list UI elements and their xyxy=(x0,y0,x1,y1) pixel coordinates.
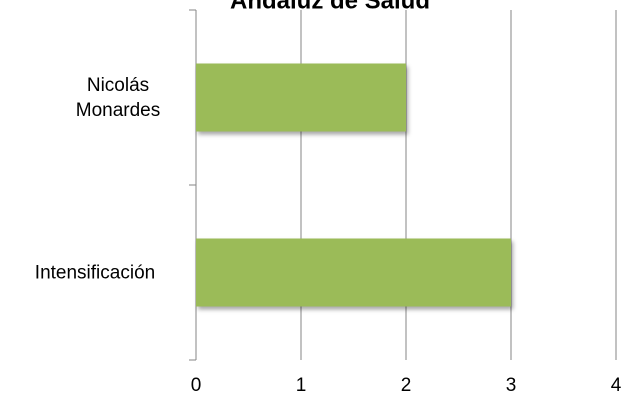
x-tick-label: 3 xyxy=(506,375,517,396)
bar xyxy=(196,63,406,132)
y-tick-label: Nicolás Monardes xyxy=(75,74,161,121)
chart-title: Andaluz de Salud xyxy=(230,0,430,14)
x-tick-label: 0 xyxy=(191,375,202,396)
bar xyxy=(196,238,511,307)
x-tick-label: 4 xyxy=(611,375,622,396)
y-tick-label: Intensificación xyxy=(34,262,156,283)
x-tick-label: 1 xyxy=(296,375,307,396)
x-tick-label: 2 xyxy=(401,375,412,396)
